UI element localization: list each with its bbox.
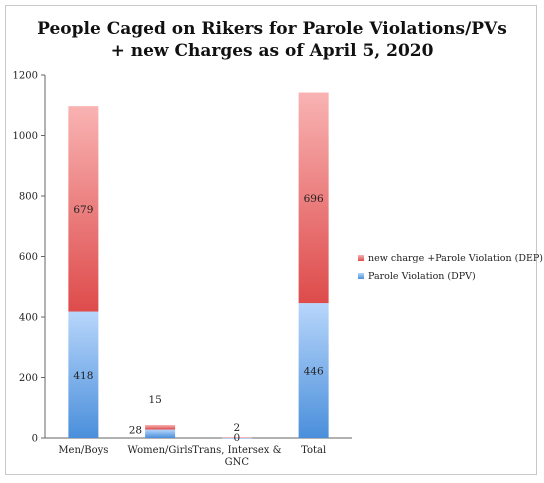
y-tick-label: 1000: [13, 131, 38, 142]
x-tick-label-line2: GNC: [225, 457, 250, 468]
data-label-dep: 2: [234, 422, 241, 434]
y-tick-label: 1200: [13, 71, 38, 82]
legend-label: new charge +Parole Violation (DEP): [368, 253, 543, 264]
bar-segment: [145, 424, 176, 430]
bar-segment: [221, 437, 252, 438]
data-label-dep: 15: [148, 394, 161, 406]
data-label-dep: 696: [304, 193, 324, 205]
data-label-dpv: 418: [73, 370, 93, 382]
data-label-dpv: 0: [234, 432, 241, 444]
x-tick-label: Total: [301, 445, 326, 456]
y-tick-label: 400: [19, 313, 38, 324]
chart-subtitle: + new Charges as of April 5, 2020: [111, 41, 434, 61]
x-tick-label: Trans, Intersex &: [192, 445, 281, 456]
bar-segment: [298, 303, 329, 438]
data-label-dpv: 28: [129, 425, 142, 437]
legend: new charge +Parole Violation (DEP) Parole…: [358, 253, 543, 282]
bar-segment: [298, 92, 329, 304]
y-tick-label: 600: [19, 252, 38, 263]
data-label-dpv: 446: [304, 366, 324, 378]
legend-swatch: [358, 255, 364, 261]
y-tick-label: 800: [19, 192, 38, 203]
chart-title: People Caged on Rikers for Parole Violat…: [37, 19, 507, 39]
y-tick-label: 0: [32, 434, 38, 445]
legend-label: Parole Violation (DPV): [368, 271, 476, 282]
bar-segment: [68, 106, 99, 312]
x-tick-label: Men/Boys: [58, 445, 108, 456]
bars: [68, 92, 329, 439]
y-tick-label: 200: [19, 373, 38, 384]
data-label-dep: 679: [73, 204, 93, 216]
bar-segment: [221, 438, 252, 439]
legend-swatch: [358, 273, 364, 279]
bar-segment: [145, 429, 176, 438]
x-tick-label: Women/Girls: [128, 445, 193, 456]
bar-segment: [68, 311, 99, 438]
data-labels: 418 679 28 15 02 446 696: [73, 193, 324, 444]
